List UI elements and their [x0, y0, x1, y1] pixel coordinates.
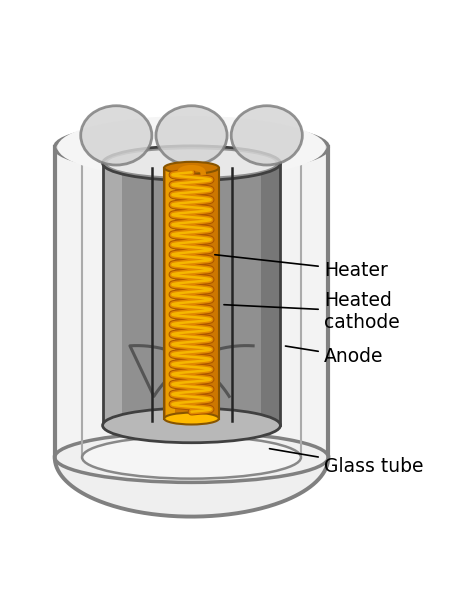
Ellipse shape [231, 106, 302, 165]
Text: Heated
cathode: Heated cathode [223, 291, 399, 332]
Bar [260, 163, 280, 425]
Bar [165, 168, 175, 419]
Text: Glass tube: Glass tube [269, 449, 422, 476]
Bar [55, 147, 328, 457]
Bar [105, 163, 278, 408]
Text: Heater: Heater [214, 255, 387, 280]
Bar [164, 168, 218, 419]
Ellipse shape [81, 106, 152, 165]
Ellipse shape [102, 146, 280, 181]
Bar [102, 163, 280, 425]
Ellipse shape [107, 149, 275, 177]
Ellipse shape [57, 116, 325, 179]
Polygon shape [55, 457, 328, 517]
Ellipse shape [102, 408, 280, 443]
Ellipse shape [156, 106, 227, 165]
Ellipse shape [82, 436, 300, 479]
Ellipse shape [55, 432, 328, 482]
Text: Anode: Anode [285, 346, 382, 367]
Ellipse shape [55, 122, 328, 172]
Ellipse shape [164, 162, 218, 173]
Ellipse shape [164, 413, 218, 424]
Bar [102, 163, 122, 425]
